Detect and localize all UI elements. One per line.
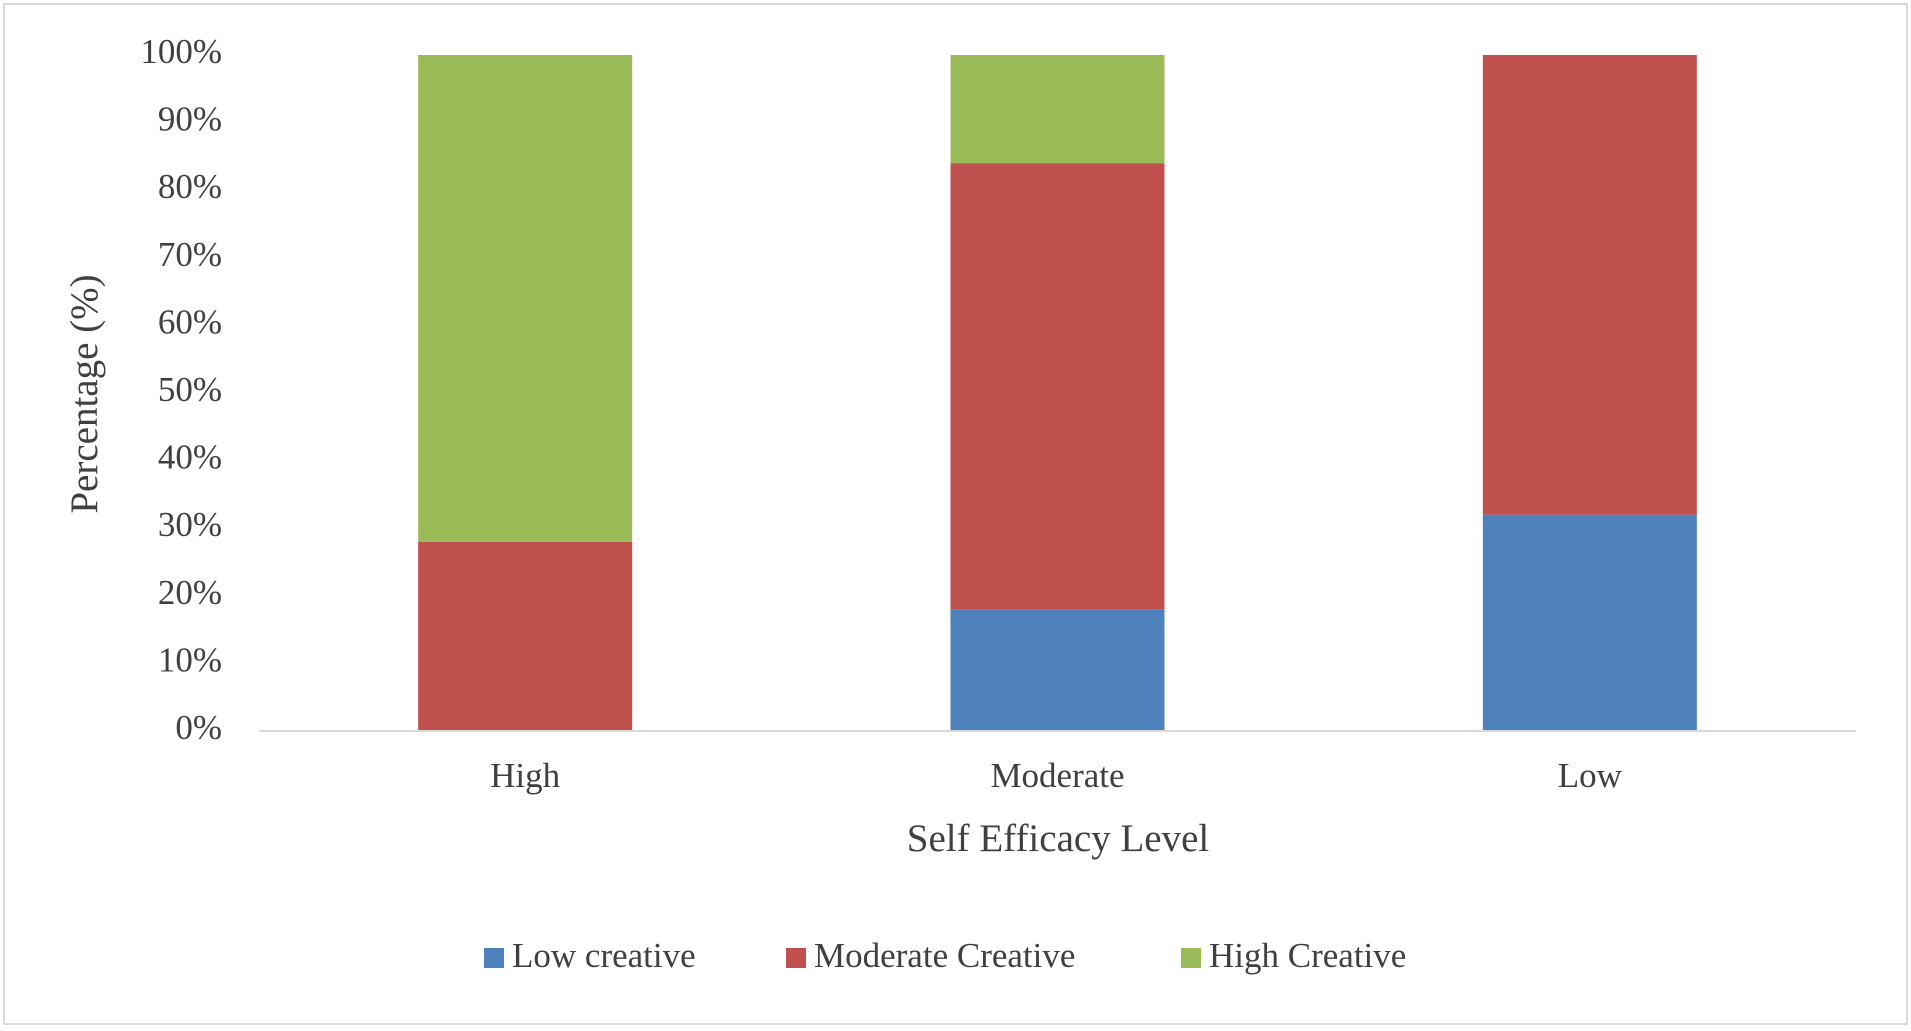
bar-segment [950, 55, 1165, 164]
y-tick-label: 10% [158, 640, 222, 679]
legend-swatch [786, 948, 806, 968]
bar-segment [950, 163, 1165, 610]
x-tick-label: Low [1558, 756, 1623, 795]
x-axis-title: Self Efficacy Level [907, 817, 1210, 860]
y-tick-label: 70% [158, 235, 222, 274]
legend-swatch [484, 948, 504, 968]
y-tick-label: 60% [158, 302, 222, 341]
x-tick-label: Moderate [990, 756, 1124, 795]
y-tick-label: 90% [158, 100, 222, 139]
bar-segment [418, 55, 633, 542]
y-tick-label: 80% [158, 167, 222, 206]
y-tick-label: 0% [175, 708, 222, 747]
legend-label: High Creative [1209, 936, 1406, 975]
y-tick-label: 30% [158, 505, 222, 544]
y-tick-label: 100% [140, 32, 222, 71]
y-tick-label: 50% [158, 370, 222, 409]
bar-segment [950, 609, 1165, 731]
legend-label: Low creative [512, 936, 696, 975]
legend-swatch [1181, 948, 1201, 968]
y-tick-label: 20% [158, 573, 222, 612]
y-tick-label: 40% [158, 438, 222, 477]
x-tick-label: High [490, 756, 561, 795]
legend-label: Moderate Creative [814, 936, 1075, 975]
bar-segment [1482, 514, 1697, 731]
bar-segment [418, 541, 633, 731]
y-axis-title: Percentage (%) [63, 274, 106, 513]
bar-segment [1482, 55, 1697, 515]
